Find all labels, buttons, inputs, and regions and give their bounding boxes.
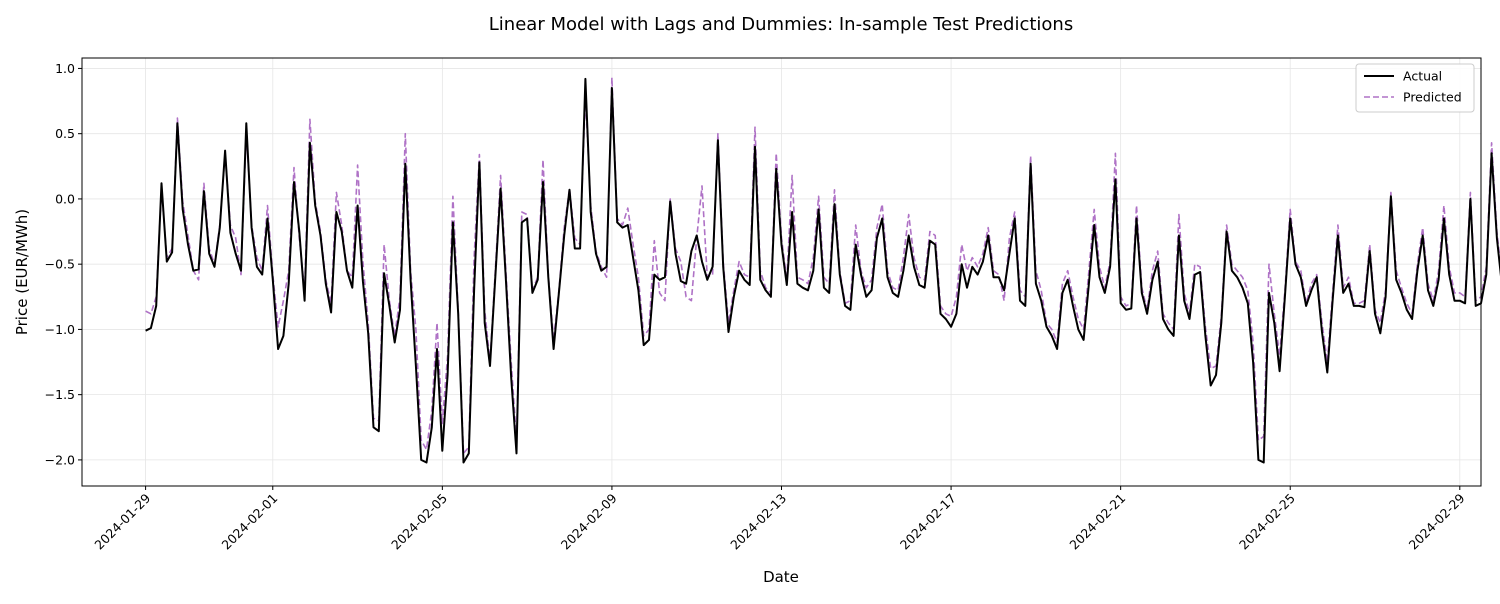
series-line-predicted	[145, 76, 1500, 455]
x-tick-label: 2024-02-17	[897, 491, 959, 553]
x-tick-label: 2024-01-29	[91, 490, 153, 552]
chart-title: Linear Model with Lags and Dummies: In-s…	[489, 14, 1073, 35]
x-axis-label: Date	[763, 568, 799, 586]
y-tick-label: 1.0	[55, 61, 75, 76]
y-tick-label: −1.5	[45, 387, 75, 402]
y-tick-label: 0.5	[55, 126, 75, 141]
grid-layer	[82, 58, 1481, 486]
series-layer	[145, 76, 1500, 464]
y-tick-label: −2.0	[45, 452, 75, 467]
ticks-layer: −2.0 −1.5 −1.0 −0.5 0.0 0.5 1.0 2024-01-29 2024-…	[45, 61, 1468, 553]
x-tick-label: 2024-02-05	[388, 491, 450, 553]
x-tick-label: 2024-02-21	[1066, 491, 1128, 553]
x-tick-label: 2024-02-09	[558, 490, 620, 552]
y-tick-label: 0.0	[55, 191, 75, 206]
x-tick-label: 2024-02-01	[219, 491, 281, 553]
x-tick-label: 2024-02-29	[1406, 490, 1468, 552]
legend-label-actual: Actual	[1403, 69, 1442, 84]
legend-label-predicted: Predicted	[1403, 90, 1462, 105]
y-axis-label: Price (EUR/MWh)	[13, 209, 31, 335]
series-line-actual	[145, 77, 1500, 464]
y-tick-label: −0.5	[45, 257, 75, 272]
x-tick-label: 2024-02-25	[1236, 491, 1298, 553]
legend: Actual Predicted	[1355, 63, 1475, 113]
y-tick-label: −1.0	[45, 322, 75, 337]
x-tick-label: 2024-02-13	[727, 491, 789, 553]
